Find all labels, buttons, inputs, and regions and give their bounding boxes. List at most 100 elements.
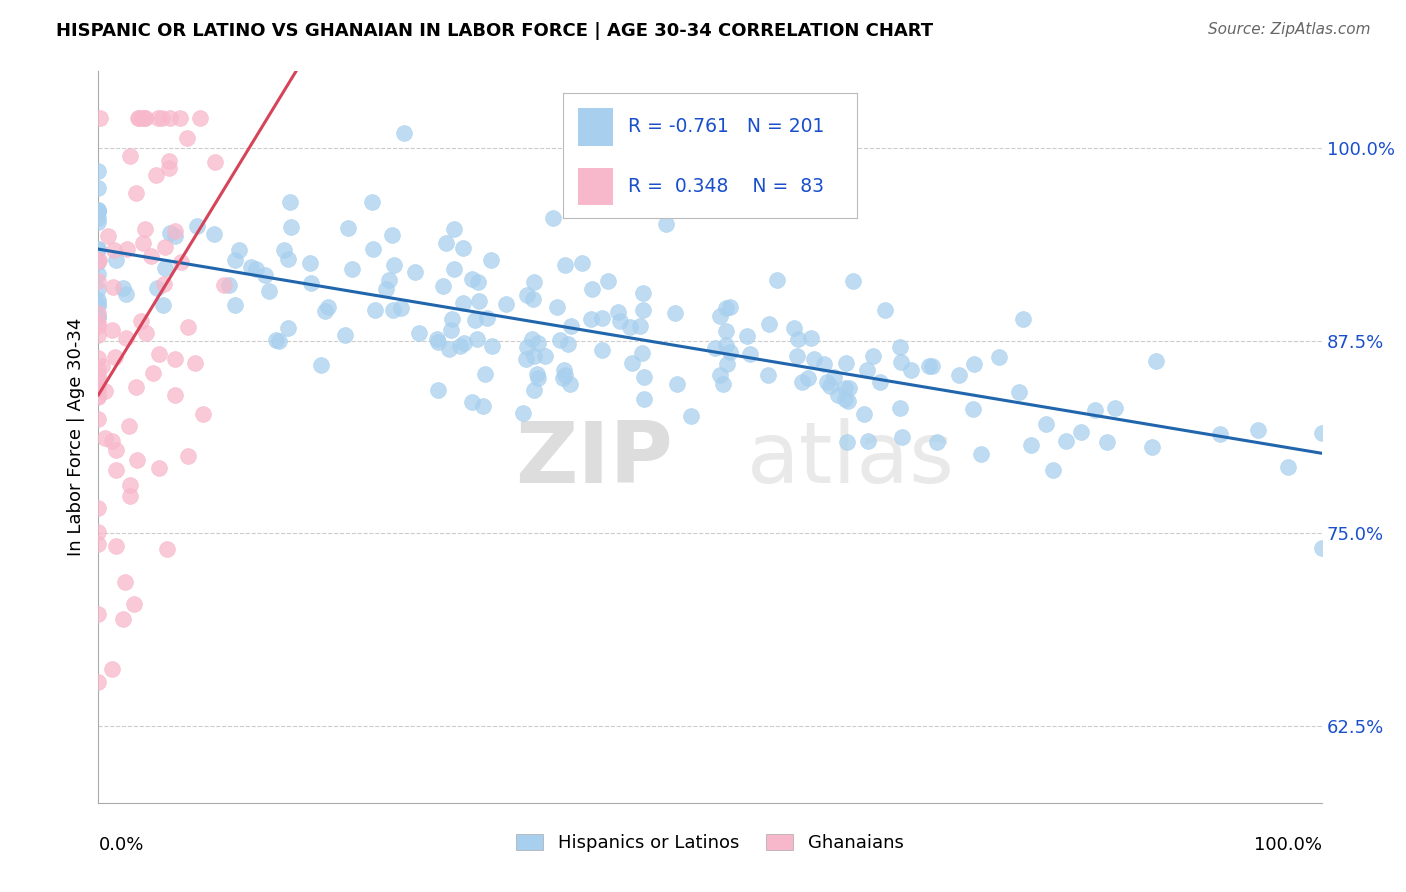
Point [813, 357, 835, 371]
Point [87, 295, 110, 310]
Point [141, 249, 163, 263]
Point [711, 377, 734, 392]
Point [571, 255, 593, 269]
Point [550, 333, 572, 347]
Point [87, 306, 110, 320]
Point [543, 211, 565, 225]
Point [970, 447, 993, 461]
Point [426, 334, 449, 349]
Point [835, 356, 858, 370]
Point [553, 363, 575, 377]
Point [756, 368, 779, 382]
Point [120, 489, 142, 503]
Point [718, 345, 741, 359]
Point [786, 332, 808, 346]
Point [101, 323, 124, 337]
Point [124, 186, 146, 200]
Point [451, 241, 474, 255]
Point [1140, 440, 1163, 454]
Point [87, 328, 110, 343]
Point [264, 333, 287, 347]
Point [87, 351, 110, 365]
Point [212, 277, 235, 292]
Point [87, 254, 110, 268]
Point [516, 287, 538, 301]
Point [87, 318, 110, 333]
Point [146, 281, 169, 295]
Point [309, 358, 332, 372]
Point [557, 336, 579, 351]
Point [87, 242, 110, 256]
Point [148, 461, 170, 475]
Point [426, 332, 449, 346]
Point [408, 326, 430, 340]
Point [560, 318, 582, 333]
Point [1209, 426, 1232, 441]
Point [1056, 434, 1078, 448]
Point [360, 194, 382, 209]
Point [815, 375, 838, 389]
Point [112, 612, 135, 626]
Point [523, 349, 546, 363]
Point [823, 370, 845, 384]
Point [101, 662, 124, 676]
Point [87, 293, 110, 308]
Point [254, 268, 277, 283]
Point [115, 286, 138, 301]
Point [437, 343, 460, 357]
Point [87, 205, 110, 219]
Point [633, 392, 655, 406]
Point [148, 347, 170, 361]
Point [432, 279, 454, 293]
Point [837, 394, 859, 409]
Point [87, 299, 110, 313]
Point [89, 111, 111, 125]
Point [152, 277, 174, 292]
Text: Source: ZipAtlas.com: Source: ZipAtlas.com [1208, 22, 1371, 37]
Point [596, 274, 619, 288]
Point [803, 352, 825, 367]
Point [97, 228, 120, 243]
Point [118, 478, 141, 492]
Point [579, 312, 602, 326]
Point [766, 273, 789, 287]
Point [546, 300, 568, 314]
Point [451, 295, 474, 310]
Point [818, 379, 841, 393]
Point [165, 224, 187, 238]
Point [87, 242, 110, 256]
Text: ZIP: ZIP [516, 417, 673, 500]
Point [1008, 385, 1031, 400]
Point [681, 409, 703, 423]
Point [280, 219, 302, 234]
Point [87, 211, 110, 225]
Point [606, 305, 628, 319]
Point [87, 380, 110, 394]
Point [581, 283, 603, 297]
Point [453, 335, 475, 350]
Point [890, 355, 912, 369]
Point [1277, 459, 1299, 474]
Point [443, 221, 465, 235]
Point [93, 432, 115, 446]
Point [152, 298, 174, 312]
Point [145, 168, 167, 182]
Point [631, 346, 654, 360]
Point [125, 380, 148, 394]
Point [127, 111, 149, 125]
Point [87, 370, 110, 384]
Point [553, 370, 575, 384]
Point [87, 368, 110, 382]
Point [153, 240, 176, 254]
Point [703, 341, 725, 355]
Point [792, 375, 814, 389]
Point [948, 368, 970, 382]
Point [87, 273, 110, 287]
Point [381, 302, 404, 317]
Point [1095, 434, 1118, 449]
Point [202, 227, 225, 241]
Point [245, 261, 267, 276]
Point [89, 253, 111, 268]
Point [716, 357, 738, 371]
Point [87, 607, 110, 622]
